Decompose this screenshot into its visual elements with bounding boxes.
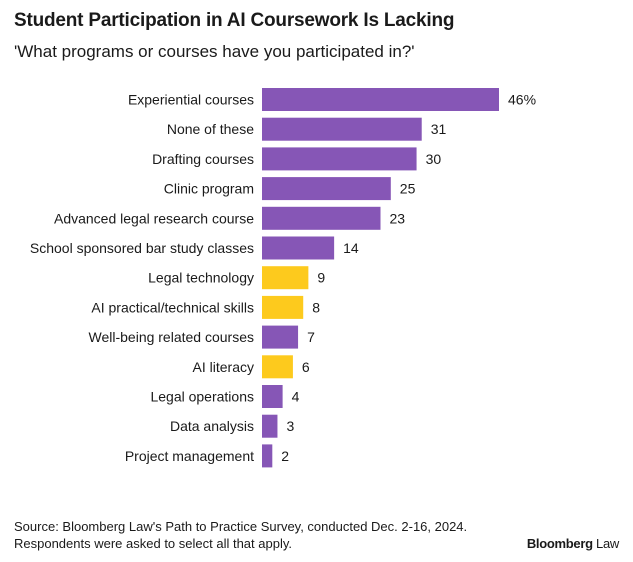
- category-label: Advanced legal research course: [54, 210, 254, 226]
- bar: [262, 385, 283, 408]
- value-label: 3: [286, 418, 294, 434]
- value-label: 14: [343, 240, 359, 256]
- value-label: 2: [281, 448, 289, 464]
- logo-text-bold: Bloomberg: [526, 536, 593, 551]
- category-label: Drafting courses: [152, 151, 254, 167]
- value-label: 4: [292, 389, 300, 405]
- category-label: Data analysis: [170, 418, 254, 434]
- value-label: 46%: [508, 92, 536, 108]
- category-label: AI practical/technical skills: [91, 299, 254, 315]
- category-label: None of these: [167, 121, 254, 137]
- category-label: Well-being related courses: [89, 329, 255, 345]
- source-note: Source: Bloomberg Law's Path to Practice…: [14, 518, 467, 552]
- bar: [262, 295, 304, 319]
- bar-chart: Experiential courses 46% None of these 31 Dr…: [30, 88, 536, 468]
- bar: [262, 117, 422, 141]
- bar: [262, 88, 499, 111]
- category-label: Legal operations: [150, 389, 254, 405]
- bar: [262, 444, 273, 468]
- respondents-note: Respondents were asked to select all tha…: [14, 536, 292, 551]
- bar: [262, 414, 278, 438]
- chart-title: Student Participation in AI Coursework I…: [14, 10, 455, 31]
- category-label: Project management: [125, 448, 254, 464]
- value-label: 9: [317, 270, 325, 286]
- bar: [262, 147, 417, 171]
- category-label: School sponsored bar study classes: [30, 240, 254, 256]
- value-label: 8: [312, 299, 320, 315]
- value-label: 25: [400, 181, 416, 197]
- value-label: 31: [431, 121, 447, 137]
- chart-subtitle: 'What programs or courses have you parti…: [14, 42, 415, 61]
- category-label: Clinic program: [164, 181, 254, 197]
- bar: [262, 177, 391, 201]
- bar: [262, 236, 335, 260]
- bar: [262, 206, 381, 230]
- value-label: 7: [307, 329, 315, 345]
- bar: [262, 325, 299, 349]
- value-label: 23: [390, 210, 406, 226]
- value-label: 6: [302, 359, 310, 375]
- category-label: Legal technology: [148, 270, 254, 286]
- source-line: Source: Bloomberg Law's Path to Practice…: [14, 519, 468, 534]
- logo-text-light: Law: [592, 536, 619, 551]
- category-label: AI literacy: [193, 359, 254, 375]
- value-label: 30: [426, 151, 442, 167]
- category-label: Experiential courses: [128, 92, 254, 108]
- bloomberg-law-logo: Bloomberg Law: [527, 536, 619, 551]
- bar: [262, 355, 293, 379]
- bar: [262, 266, 309, 290]
